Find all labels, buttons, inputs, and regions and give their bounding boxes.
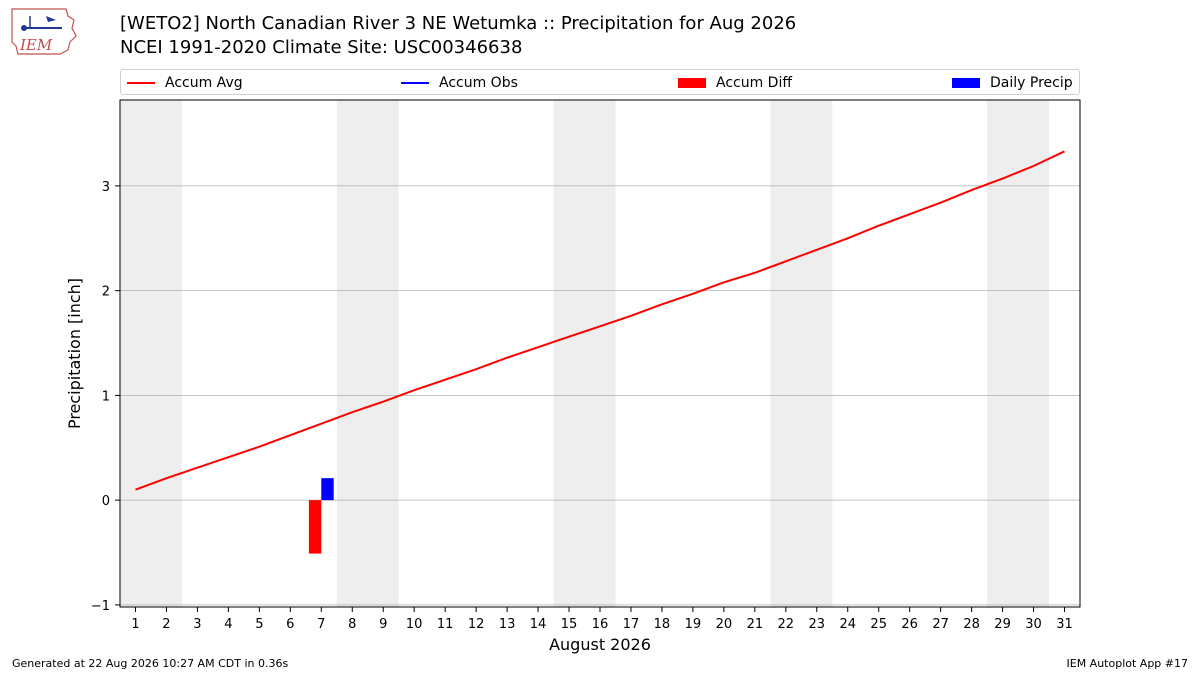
weekend-shade: [120, 100, 182, 607]
legend-swatch-accum-avg: [127, 82, 155, 84]
x-tick-label: 29: [994, 617, 1011, 632]
x-tick-label: 5: [255, 617, 263, 632]
y-tick-label: 1: [102, 389, 110, 404]
x-tick-label: 1: [131, 617, 139, 632]
x-tick-label: 30: [1025, 617, 1042, 632]
x-tick-label: 17: [623, 617, 640, 632]
x-tick-label: 11: [437, 617, 454, 632]
legend: Accum Avg Accum Obs Accum Diff Daily Pre…: [120, 69, 1080, 95]
generated-timestamp: Generated at 22 Aug 2026 10:27 AM CDT in…: [12, 657, 289, 670]
legend-label-accum-obs: Accum Obs: [439, 75, 518, 91]
x-tick-label: 6: [286, 617, 294, 632]
y-tick-label: −1: [91, 599, 110, 614]
y-tick-label: 0: [102, 494, 110, 509]
y-tick-label: 2: [102, 285, 110, 300]
x-tick-label: 4: [224, 617, 232, 632]
legend-item-accum-diff: Accum Diff: [678, 74, 792, 92]
x-tick-label: 20: [716, 617, 733, 632]
legend-item-accum-obs: Accum Obs: [401, 74, 518, 92]
y-tick-label: 3: [102, 180, 110, 195]
app-label: IEM Autoplot App #17: [1066, 657, 1189, 670]
x-tick-label: 2: [162, 617, 170, 632]
weekend-shade: [336, 100, 399, 607]
x-tick-label: 3: [193, 617, 201, 632]
weekend-shade: [770, 100, 833, 607]
legend-label-daily-precip: Daily Precip: [990, 75, 1073, 91]
daily-precip-bar: [321, 478, 334, 501]
chart-title: [WETO2] North Canadian River 3 NE Wetumk…: [120, 13, 797, 34]
accum-diff-bar: [308, 500, 322, 554]
x-tick-label: 22: [778, 617, 795, 632]
logo-text: IEM: [19, 36, 53, 54]
x-tick-label: 7: [317, 617, 325, 632]
iem-logo: IEM: [8, 6, 80, 58]
x-tick-label: 26: [901, 617, 918, 632]
weekend-shade: [553, 100, 616, 607]
x-axis-label: August 2026: [549, 635, 651, 654]
x-tick-label: 21: [747, 617, 764, 632]
x-tick-label: 15: [561, 617, 578, 632]
x-tick-label: 24: [839, 617, 856, 632]
y-axis-label: Precipitation [inch]: [65, 278, 84, 429]
x-tick-label: 14: [530, 617, 547, 632]
weekend-shade: [987, 100, 1050, 607]
legend-swatch-accum-obs: [401, 82, 429, 84]
x-tick-label: 25: [870, 617, 887, 632]
x-tick-label: 12: [468, 617, 485, 632]
legend-swatch-daily-precip: [952, 78, 980, 88]
x-tick-label: 13: [499, 617, 516, 632]
legend-item-daily-precip: Daily Precip: [952, 74, 1073, 92]
x-tick-label: 10: [406, 617, 423, 632]
legend-label-accum-avg: Accum Avg: [165, 75, 243, 91]
x-tick-label: 23: [809, 617, 826, 632]
legend-swatch-accum-diff: [678, 78, 706, 88]
x-tick-label: 19: [685, 617, 702, 632]
x-tick-label: 31: [1056, 617, 1073, 632]
x-tick-label: 8: [348, 617, 356, 632]
x-tick-label: 9: [379, 617, 387, 632]
legend-item-accum-avg: Accum Avg: [127, 74, 243, 92]
legend-label-accum-diff: Accum Diff: [716, 75, 793, 91]
x-tick-label: 18: [654, 617, 671, 632]
accum-avg-line: [135, 150, 1065, 491]
chart-subtitle: NCEI 1991-2020 Climate Site: USC00346638: [120, 37, 523, 58]
x-tick-label: 27: [932, 617, 949, 632]
x-tick-label: 16: [592, 617, 609, 632]
x-tick-label: 28: [963, 617, 980, 632]
